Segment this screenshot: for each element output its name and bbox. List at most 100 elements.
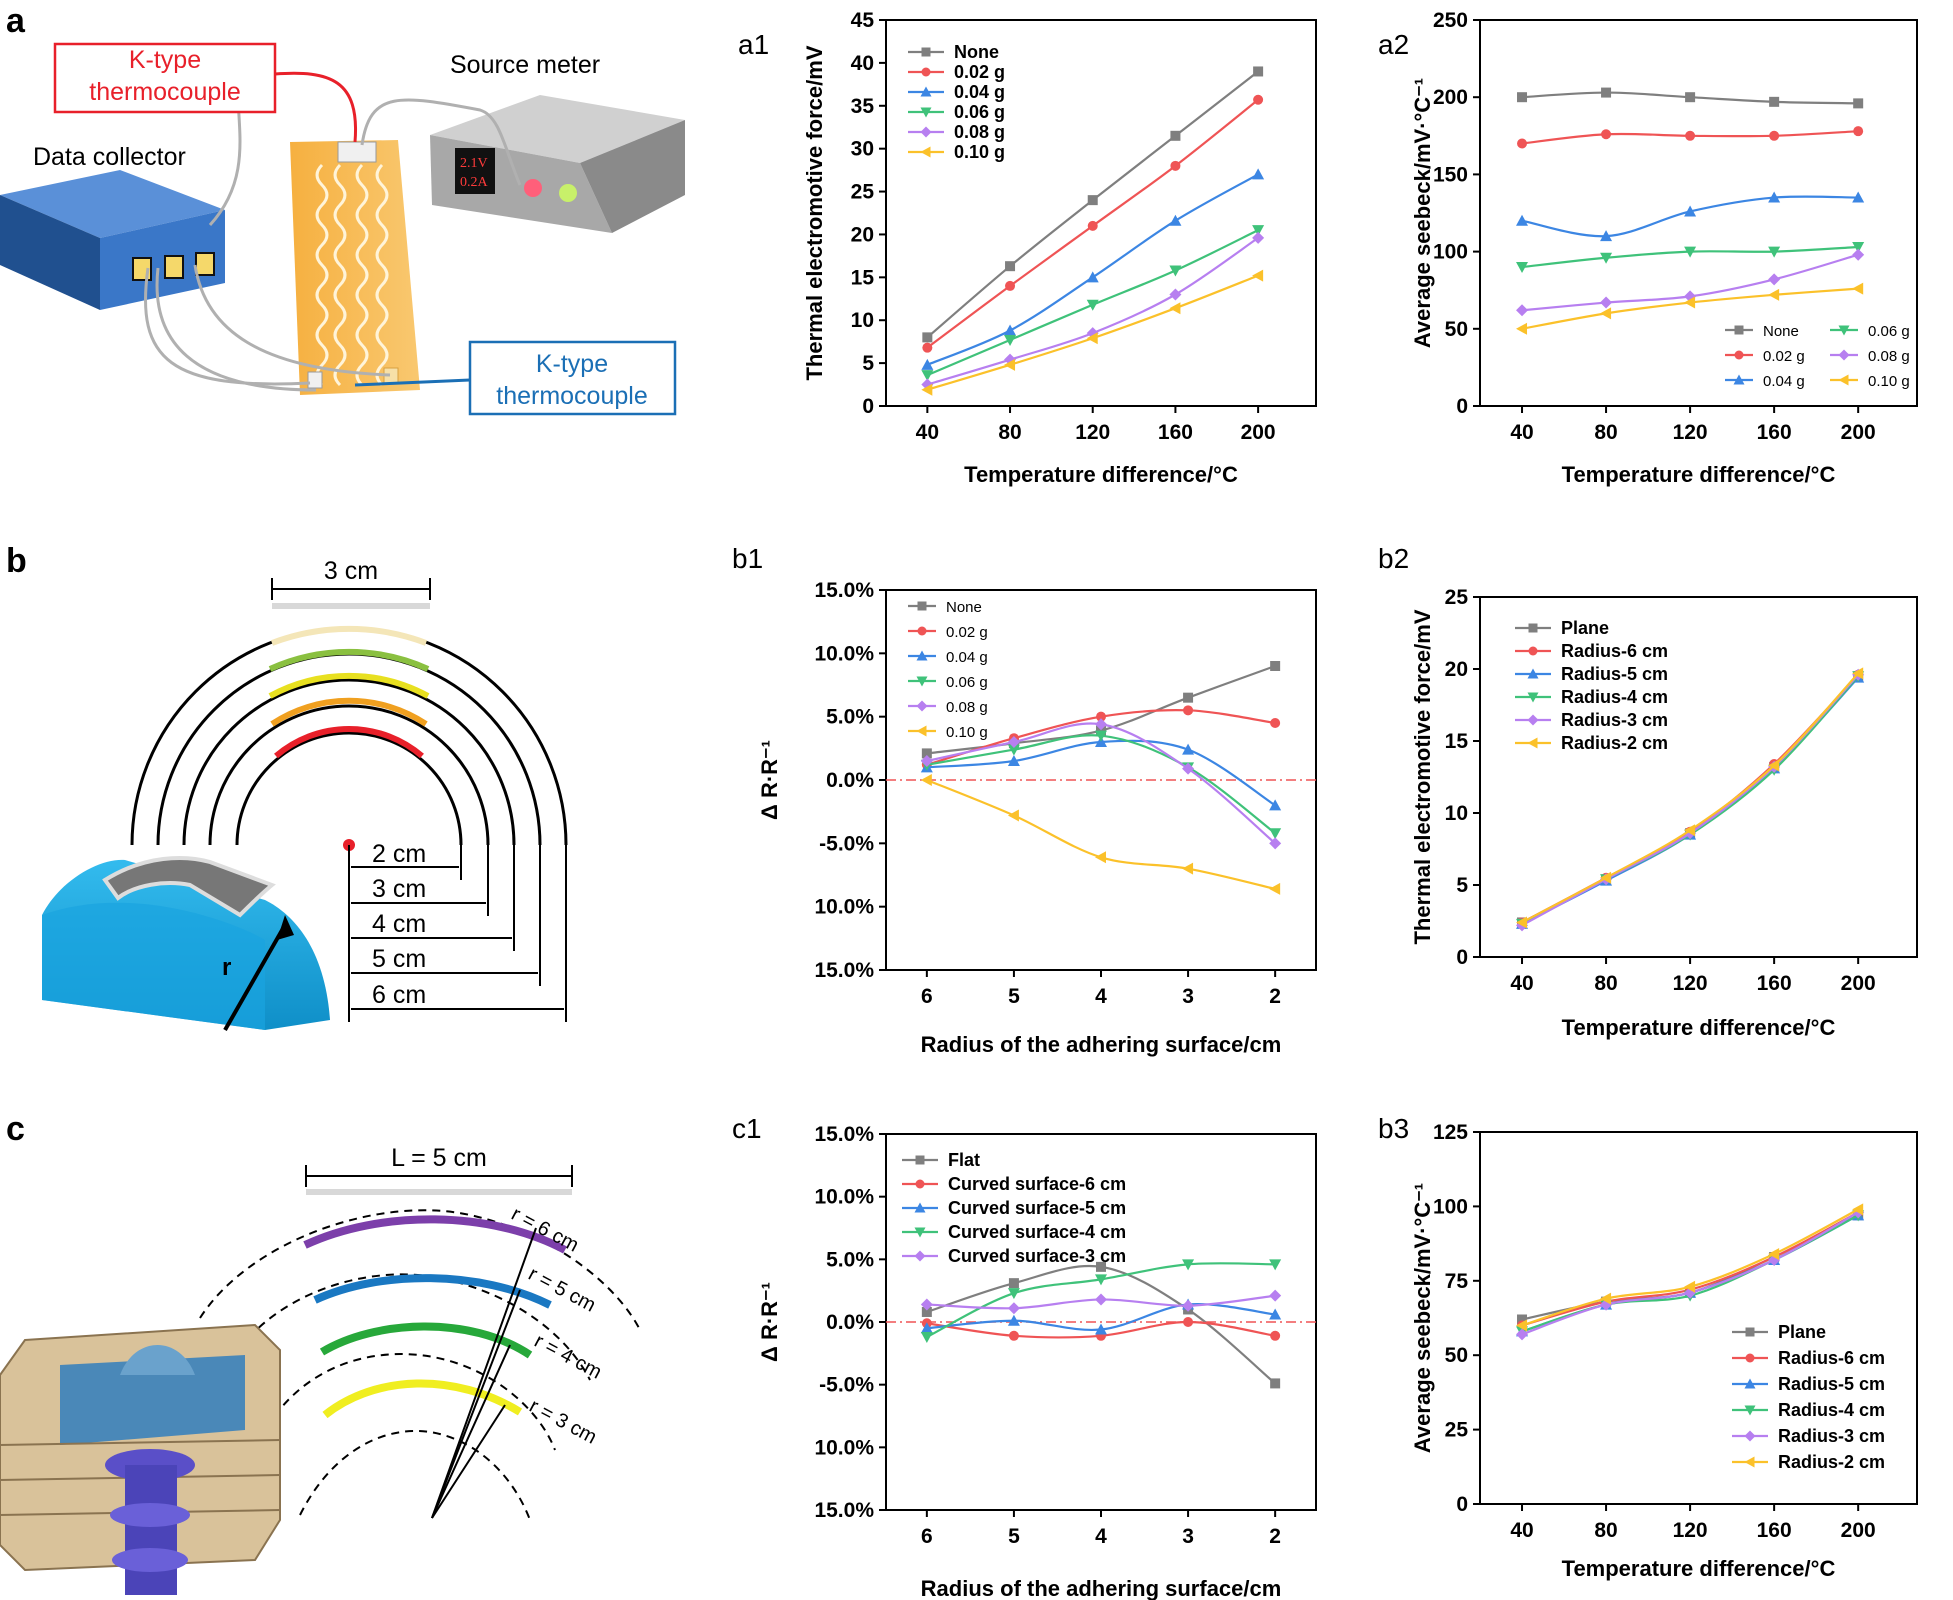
series-curved-surface-6-cm <box>921 1317 1281 1341</box>
legend: Plane Radius-6 cm Radius-5 cm Radius-4 cm Ra… <box>1515 618 1668 753</box>
thermoelectric-strip <box>290 140 420 395</box>
legend: Flat Curved surface-6 cm Curved surface-5 … <box>902 1150 1126 1266</box>
y-tick-label: 45 <box>851 9 875 32</box>
r-arrow-head <box>277 915 294 940</box>
series-radius-6-cm <box>1517 669 1864 928</box>
thermocouple-bottom-box <box>468 340 677 416</box>
data-point <box>1087 220 1098 231</box>
data-point <box>1182 1259 1195 1271</box>
x-tick-label: 200 <box>1841 1519 1876 1542</box>
data-point <box>920 755 933 767</box>
y-tick-label: 30 <box>851 138 874 161</box>
legend-entry: 0.04 g <box>1763 373 1805 390</box>
legend-entry: 0.02 g <box>946 624 988 641</box>
y-axis-title: Average seebeck/mV·°C⁻¹ <box>1410 78 1435 348</box>
legend-marker <box>921 47 931 57</box>
data-point <box>1685 130 1696 141</box>
legend-marker <box>1838 349 1850 361</box>
legend-entry: 0.02 g <box>954 62 1005 82</box>
data-point <box>1007 1314 1020 1326</box>
data-point <box>1095 730 1107 742</box>
legend-marker <box>1744 1378 1756 1389</box>
legend-marker <box>915 1179 925 1189</box>
plot-frame <box>885 19 1317 407</box>
y-tick-label: 15 <box>1445 730 1469 753</box>
legend: None 0.02 g 0.04 g 0.06 g 0.08 g 0.10 g <box>908 599 988 741</box>
y-tick-label: 0 <box>862 395 874 418</box>
schematic-b: 3 cm 2 cm 3 cm 4 cm 5 cm 6 cm r <box>42 557 568 1031</box>
panel-label-c: c <box>6 1110 25 1148</box>
legend-entry: 0.02 g <box>1763 348 1805 365</box>
series-plane <box>1517 1210 1864 1325</box>
data-point <box>1086 271 1099 283</box>
strip-3cm <box>322 1379 523 1419</box>
y-tick-label: 20 <box>1445 658 1468 681</box>
data-point <box>921 1306 932 1317</box>
strip-6cm <box>303 1215 567 1254</box>
legend-marker <box>917 626 927 636</box>
x-tick-label: 3 <box>1182 985 1194 1008</box>
data-point <box>1269 1289 1282 1302</box>
y-axis-title: Δ R·R⁻¹ <box>757 740 782 820</box>
collector-side <box>0 195 100 310</box>
data-point <box>1600 307 1612 320</box>
data-point <box>1005 280 1016 291</box>
data-point <box>1095 1323 1107 1335</box>
blue-mould-surface <box>60 1355 245 1445</box>
y-tick-label: 5.0% <box>826 706 874 729</box>
data-point <box>1095 851 1106 864</box>
sensor-on-mould <box>102 856 276 918</box>
collector-front <box>100 210 225 310</box>
data-point <box>1095 1293 1107 1306</box>
legend-marker <box>915 1155 925 1165</box>
legend-entry: Radius-5 cm <box>1561 664 1668 684</box>
strip-circuit-4 <box>375 163 389 387</box>
data-point <box>1684 296 1696 309</box>
legend-marker <box>1734 325 1744 335</box>
data-point <box>922 332 933 343</box>
legend-entry: Radius-2 cm <box>1778 1452 1885 1472</box>
thermocouple-bottom-line1: K-type <box>536 350 608 378</box>
legend-marker <box>1744 1405 1756 1416</box>
data-point <box>1183 692 1194 703</box>
meter-side <box>580 120 685 233</box>
series-none <box>922 66 1264 343</box>
x-tick-label: 4 <box>1095 985 1107 1008</box>
x-tick-label: 4 <box>1095 1525 1107 1548</box>
data-point <box>1096 711 1106 722</box>
legend-marker <box>1527 692 1539 703</box>
data-point <box>1182 862 1194 875</box>
radius-label-5cm: 5 cm <box>372 945 426 973</box>
legend-entry: Plane <box>1778 1322 1826 1342</box>
pointer-4cm <box>431 1344 511 1519</box>
legend-entry: Curved surface-3 cm <box>948 1246 1126 1266</box>
legend-entry: Radius-4 cm <box>1561 687 1668 707</box>
data-point <box>1269 828 1282 840</box>
data-point <box>1095 718 1107 731</box>
x-axis-title: Temperature difference/°C <box>964 462 1238 487</box>
series-none <box>1517 87 1864 109</box>
x-tick-label: 6 <box>921 985 933 1008</box>
data-point <box>1252 231 1265 244</box>
y-tick-label: 75 <box>1445 1270 1469 1293</box>
dashed-arc-3cm <box>299 1430 531 1521</box>
legend-entry: None <box>954 42 999 62</box>
data-point <box>1007 1288 1020 1300</box>
blue-mould-bump <box>120 1345 195 1375</box>
cable-1 <box>143 267 311 386</box>
data-point <box>1768 759 1780 772</box>
data-point <box>1087 195 1098 206</box>
legend-entry: 0.10 g <box>954 142 1005 162</box>
schematic-c: L = 5 cm r = 6 cm r = 5 cm r = 4 cm r = … <box>0 1144 641 1595</box>
r-label: r <box>222 954 231 981</box>
series-0-04-g <box>1516 191 1865 242</box>
data-point <box>920 774 932 786</box>
meter-voltage: 2.1V <box>460 156 488 171</box>
data-point <box>1853 98 1864 109</box>
x-tick-label: 40 <box>916 421 939 444</box>
legend-entry: 0.08 g <box>954 122 1005 142</box>
data-point <box>1852 241 1865 253</box>
strip-circuit-3 <box>355 163 369 387</box>
strip-on-arc-3cm <box>270 697 428 727</box>
data-point <box>1517 1314 1528 1325</box>
